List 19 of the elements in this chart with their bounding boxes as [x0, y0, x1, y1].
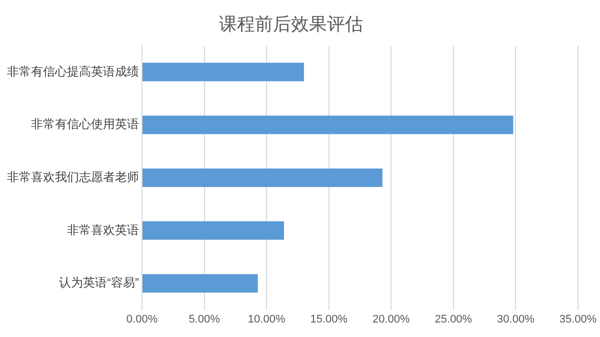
y-tick-label: 非常有信心使用英语 [31, 117, 139, 132]
bar [142, 221, 284, 240]
x-tick-label: 20.00% [372, 313, 410, 326]
x-tick-label: 25.00% [434, 313, 472, 326]
bar [142, 62, 304, 82]
bar [142, 274, 258, 293]
y-tick-label: 非常喜欢英语 [67, 222, 139, 237]
chart-title: 课程前后效果评估 [219, 14, 363, 34]
x-tick-label: 5.00% [188, 313, 220, 326]
x-tick-label: 30.00% [497, 313, 535, 326]
x-tick-label: 0.00% [126, 313, 158, 326]
y-tick-label: 非常喜欢我们志愿者老师 [7, 170, 139, 184]
y-tick-label: 非常有信心提高英语成绩 [7, 64, 139, 78]
x-tick-label: 35.00% [559, 313, 597, 326]
y-tick-label: 认为英语“容易” [59, 276, 139, 290]
bar [142, 168, 382, 187]
bar [142, 116, 514, 134]
x-tick-label: 15.00% [310, 313, 348, 326]
x-tick-label: 10.00% [248, 313, 286, 326]
